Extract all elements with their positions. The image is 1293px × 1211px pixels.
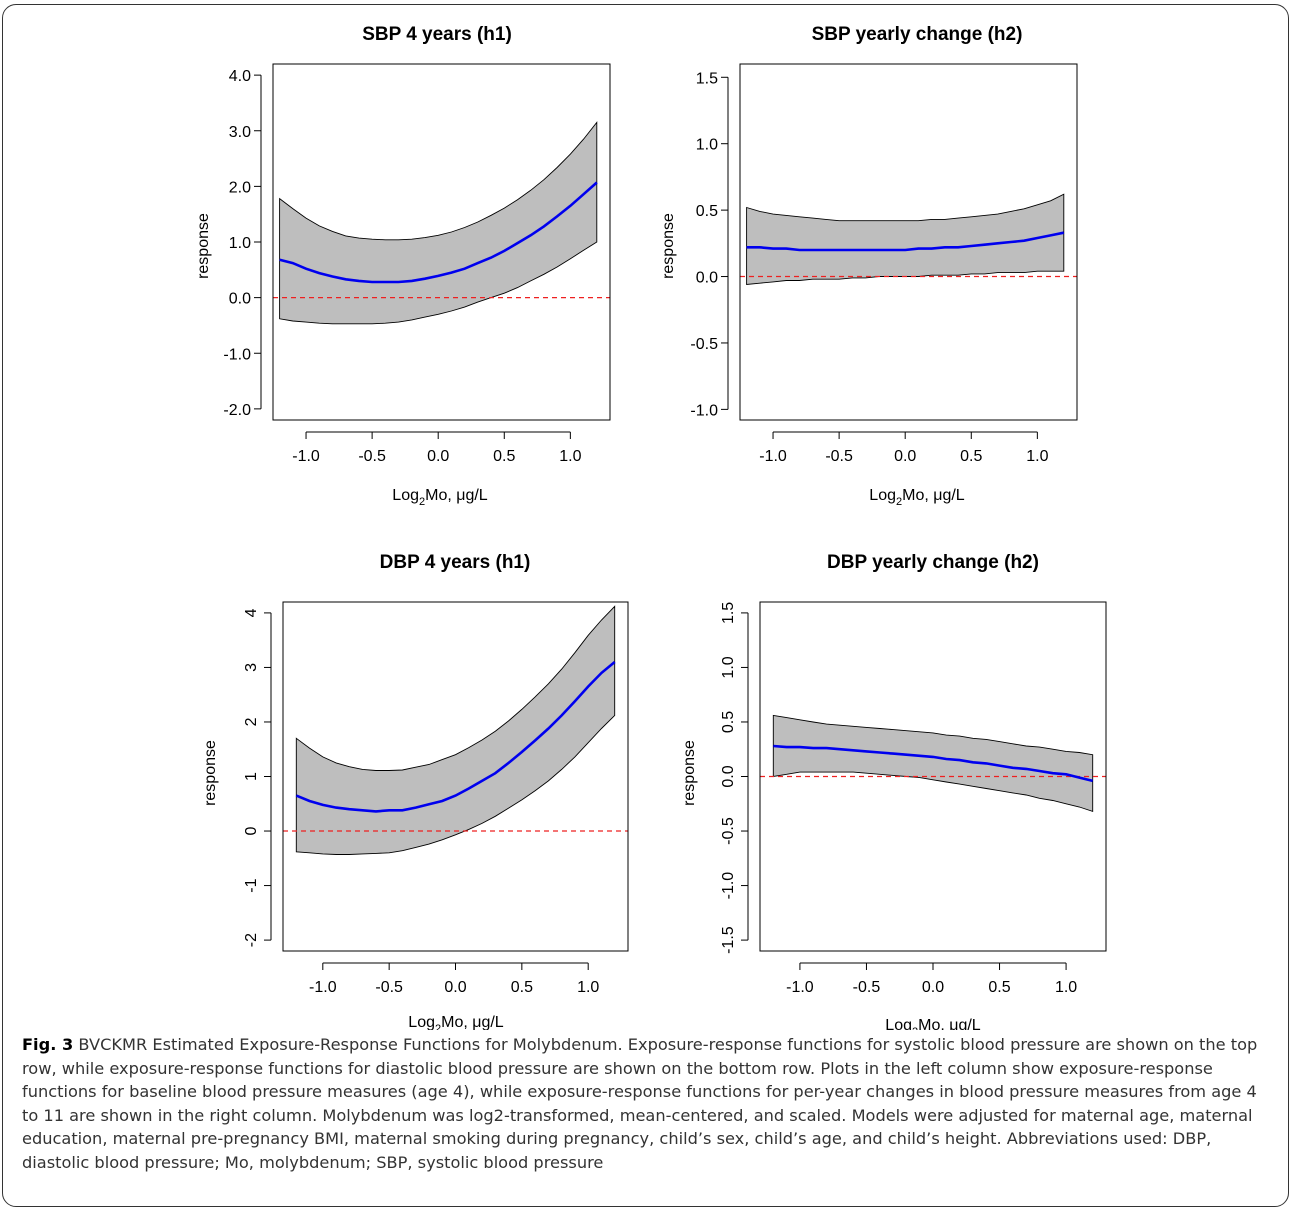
y-tick-label: 0 xyxy=(243,826,260,835)
y-tick-label: 1 xyxy=(243,772,260,781)
caption-label: Fig. 3 xyxy=(22,1035,74,1054)
x-axis-label: Log2Mo, μg/L xyxy=(392,487,488,508)
plot-box xyxy=(282,601,629,952)
x-tick-label: 1.0 xyxy=(577,979,599,996)
x-tick-label: -0.5 xyxy=(853,979,881,996)
estimate-line xyxy=(279,181,598,284)
panel-title: SBP yearly change (h2) xyxy=(812,24,1023,45)
y-tick-label: -2.0 xyxy=(223,402,251,419)
x-axis-label: Log2Mo, μg/L xyxy=(408,1014,504,1030)
y-tick-label: 4 xyxy=(243,608,260,617)
y-axis-label: response xyxy=(195,213,212,279)
y-tick-label: 3 xyxy=(243,663,260,672)
panel-1: -1.0 -0.5 0.0 0.5 1.0 -2.0 -1.0 0.0 1.0 2.0 3.0 4.0… xyxy=(195,24,611,508)
y-tick-label: -1.0 xyxy=(690,402,718,419)
y-axis-label: response xyxy=(202,740,219,806)
y-axis-label: response xyxy=(681,740,698,806)
y-tick-label: -0.5 xyxy=(690,336,718,353)
y-tick-label: 1.0 xyxy=(696,137,718,154)
y-tick-label: 2.0 xyxy=(229,179,251,196)
y-tick-label: 0.0 xyxy=(720,765,737,787)
y-tick-label: -1 xyxy=(243,878,260,892)
x-tick-label: 0.5 xyxy=(960,448,982,465)
panel-title: SBP 4 years (h1) xyxy=(362,24,512,45)
credible-band xyxy=(772,714,1094,813)
y-tick-label: -1.0 xyxy=(720,872,737,900)
panel-title: DBP 4 years (h1) xyxy=(380,552,531,573)
x-tick-label: -1.0 xyxy=(309,979,337,996)
x-tick-label: 0.0 xyxy=(427,448,449,465)
x-tick-label: 0.0 xyxy=(894,448,916,465)
y-tick-label: 4.0 xyxy=(229,68,251,85)
estimate-line xyxy=(773,744,1094,783)
credible-band xyxy=(279,121,598,325)
figure-plots: -1.0 -0.5 0.0 0.5 1.0 -2.0 -1.0 0.0 1.0 2.0 3.0 4.0… xyxy=(195,24,1107,1030)
y-tick-label: 0.0 xyxy=(229,291,251,308)
y-tick-label: 2 xyxy=(243,717,260,726)
y-tick-label: 1.0 xyxy=(720,656,737,678)
estimate-line xyxy=(746,231,1065,252)
x-tick-label: -0.5 xyxy=(358,448,386,465)
y-tick-label: 0.5 xyxy=(720,711,737,733)
panel-3: -1.0 -0.5 0.0 0.5 1.0 -2 -1 0 1 2 3 4 DBP 4 years (h… xyxy=(202,552,629,1030)
credible-band xyxy=(295,605,616,855)
x-tick-label: -1.0 xyxy=(759,448,787,465)
y-tick-label: 1.5 xyxy=(720,602,737,624)
x-axis-label: Log2Mo, μg/L xyxy=(885,1017,981,1030)
x-tick-label: 0.0 xyxy=(444,979,466,996)
x-tick-label: 1.0 xyxy=(1026,448,1048,465)
y-tick-label: -1.5 xyxy=(720,926,737,954)
x-tick-label: -1.0 xyxy=(786,979,814,996)
credible-band xyxy=(746,193,1065,285)
y-tick-label: 3.0 xyxy=(229,124,251,141)
y-tick-label: 1.5 xyxy=(696,70,718,87)
y-tick-label: -0.5 xyxy=(720,817,737,845)
y-tick-label: -2 xyxy=(243,933,260,947)
plot-box xyxy=(739,63,1078,421)
plot-box xyxy=(272,63,611,421)
panel-2: -1.0 -0.5 0.0 0.5 1.0 -1.0 -0.5 0.0 0.5 1.0 1.5 SBP… xyxy=(660,24,1078,508)
plot-box xyxy=(759,601,1107,952)
x-tick-label: 0.5 xyxy=(511,979,533,996)
x-tick-label: 0.0 xyxy=(922,979,944,996)
y-axis-label: response xyxy=(660,213,677,279)
y-tick-label: 1.0 xyxy=(229,235,251,252)
y-tick-label: -1.0 xyxy=(223,346,251,363)
x-tick-label: 0.5 xyxy=(493,448,515,465)
estimate-line xyxy=(295,660,616,813)
x-tick-label: -0.5 xyxy=(375,979,403,996)
x-tick-label: -0.5 xyxy=(825,448,853,465)
figure-frame xyxy=(2,4,1289,1207)
figure-caption: Fig. 3 BVCKMR Estimated Exposure-Respons… xyxy=(22,1033,1272,1174)
y-tick-label: 0.5 xyxy=(696,203,718,220)
x-axis-label: Log2Mo, μg/L xyxy=(869,487,965,508)
y-tick-label: 0.0 xyxy=(696,270,718,287)
x-tick-label: -1.0 xyxy=(292,448,320,465)
caption-text: BVCKMR Estimated Exposure-Response Funct… xyxy=(22,1035,1258,1172)
x-tick-label: 1.0 xyxy=(559,448,581,465)
panel-title: DBP yearly change (h2) xyxy=(827,552,1039,573)
x-tick-label: 0.5 xyxy=(988,979,1010,996)
panel-4: -1.0 -0.5 0.0 0.5 1.0 -1.5 -1.0 -0.5 0.0 0.5 1.0 1.… xyxy=(681,552,1107,1030)
x-tick-label: 1.0 xyxy=(1055,979,1077,996)
